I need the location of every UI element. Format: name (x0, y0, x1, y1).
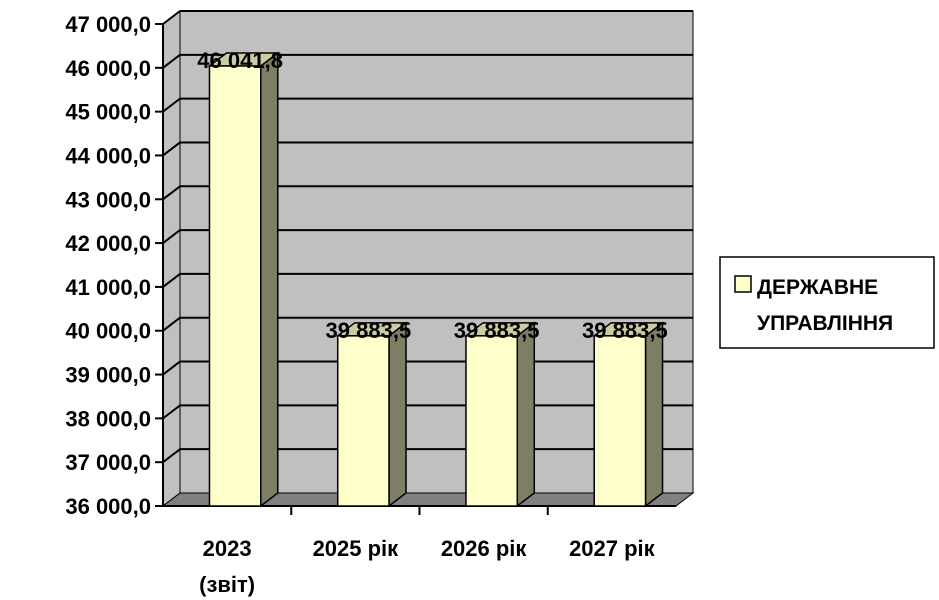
legend: ДЕРЖАВНЕ УПРАВЛІННЯ (719, 256, 935, 349)
data-label: 39 883,5 (326, 318, 412, 343)
y-tick-label: 42 000,0 (65, 231, 151, 256)
y-tick-label: 38 000,0 (65, 406, 151, 431)
data-label: 39 883,5 (582, 318, 668, 343)
plot-side-wall (162, 9, 181, 508)
data-label: 46 041,8 (197, 48, 283, 73)
bar-side (388, 321, 407, 508)
x-category-label: 2027 рік (569, 536, 656, 561)
gridline-side (162, 229, 181, 244)
bar (592, 321, 665, 508)
gridline-side (162, 10, 181, 25)
bar (463, 321, 537, 508)
gridline-side (162, 316, 181, 332)
legend-box (719, 256, 935, 349)
data-labels: 46 041,8 39 883,5 39 883,5 39 883,5 (197, 48, 667, 343)
y-tick-label: 46 000,0 (65, 56, 151, 81)
x-category-label: 2026 рік (441, 536, 528, 561)
x-axis-category-labels: 2023 (звіт) 2025 рік 2026 рік 2027 рік (199, 536, 656, 597)
x-category-label: 2025 рік (313, 536, 400, 561)
legend-entry-label: ДЕРЖАВНЕ УПРАВЛІННЯ (757, 276, 893, 335)
bar-front (593, 335, 647, 507)
bar-front (336, 335, 390, 507)
bar-front (465, 335, 519, 507)
x-category-label: 2023 (звіт) (199, 536, 255, 597)
y-tick-label: 40 000,0 (65, 319, 151, 344)
y-tick-label: 47 000,0 (65, 12, 151, 37)
data-label: 39 883,5 (454, 318, 540, 343)
y-tick-label: 41 000,0 (65, 275, 151, 300)
y-tick-label: 45 000,0 (65, 100, 151, 125)
bar-side (260, 51, 279, 508)
gridline-side (162, 141, 181, 157)
bar (335, 321, 409, 508)
y-tick-label: 37 000,0 (65, 450, 151, 475)
gridline-side (162, 448, 181, 463)
gridline-side (162, 54, 181, 69)
gridline-side (162, 273, 181, 288)
bar-side (644, 321, 664, 508)
gridline-side (162, 185, 181, 201)
gridline-side (162, 360, 181, 376)
y-tick-label: 44 000,0 (65, 143, 151, 168)
y-axis-tick-labels: 36 000,0 37 000,0 38 000,0 39 000,0 40 000,0… (65, 12, 151, 519)
bar-side (516, 321, 536, 508)
bars (207, 51, 665, 508)
bar-front (208, 65, 262, 507)
legend-swatch (734, 275, 752, 293)
gridline-side (162, 404, 181, 420)
y-tick-label: 43 000,0 (65, 187, 151, 212)
y-tick-label: 36 000,0 (65, 494, 151, 519)
y-tick-label: 39 000,0 (65, 363, 151, 388)
bar (207, 51, 280, 508)
gridline-side (162, 97, 181, 113)
